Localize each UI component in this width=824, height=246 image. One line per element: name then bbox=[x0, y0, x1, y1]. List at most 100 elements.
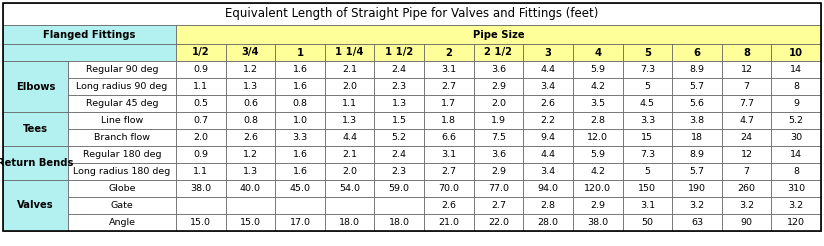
Text: 2: 2 bbox=[446, 47, 452, 58]
Bar bbox=[374, 95, 424, 112]
Text: 5.6: 5.6 bbox=[690, 99, 705, 108]
Bar bbox=[68, 163, 176, 180]
Text: 5.2: 5.2 bbox=[391, 133, 407, 142]
Text: 77.0: 77.0 bbox=[488, 184, 509, 193]
Bar bbox=[474, 197, 523, 214]
Text: 14: 14 bbox=[790, 150, 803, 159]
Text: 2.9: 2.9 bbox=[491, 167, 506, 176]
Text: 2.0: 2.0 bbox=[342, 82, 357, 91]
Text: Regular 45 deg: Regular 45 deg bbox=[86, 99, 158, 108]
Text: Line flow: Line flow bbox=[101, 116, 143, 125]
Bar bbox=[771, 180, 821, 197]
Bar bbox=[325, 163, 374, 180]
Text: 1.3: 1.3 bbox=[391, 99, 407, 108]
Bar bbox=[672, 78, 722, 95]
Text: 18.0: 18.0 bbox=[389, 218, 410, 227]
Text: 1: 1 bbox=[297, 47, 303, 58]
Text: Valves: Valves bbox=[17, 200, 54, 211]
Bar bbox=[771, 163, 821, 180]
Bar bbox=[424, 44, 474, 61]
Text: 7.3: 7.3 bbox=[639, 150, 655, 159]
Bar bbox=[176, 214, 226, 231]
Text: 9: 9 bbox=[794, 99, 799, 108]
Text: 2.2: 2.2 bbox=[541, 116, 555, 125]
Bar bbox=[68, 180, 176, 197]
Bar bbox=[424, 112, 474, 129]
Bar bbox=[474, 129, 523, 146]
Text: 8: 8 bbox=[743, 47, 750, 58]
Text: 0.9: 0.9 bbox=[194, 65, 208, 74]
Bar bbox=[623, 112, 672, 129]
Text: 1.2: 1.2 bbox=[243, 150, 258, 159]
Text: 38.0: 38.0 bbox=[588, 218, 608, 227]
Text: 2.0: 2.0 bbox=[491, 99, 506, 108]
Text: 3.1: 3.1 bbox=[442, 150, 456, 159]
Bar bbox=[573, 163, 623, 180]
Bar bbox=[3, 44, 176, 61]
Bar bbox=[176, 44, 226, 61]
Bar bbox=[68, 197, 176, 214]
Text: Regular 90 deg: Regular 90 deg bbox=[86, 65, 158, 74]
Text: 4.7: 4.7 bbox=[739, 116, 754, 125]
Bar bbox=[275, 146, 325, 163]
Bar bbox=[424, 197, 474, 214]
Text: 4.2: 4.2 bbox=[590, 82, 606, 91]
Bar bbox=[3, 146, 68, 180]
Bar bbox=[374, 44, 424, 61]
Bar bbox=[3, 112, 68, 146]
Bar bbox=[474, 61, 523, 78]
Text: 22.0: 22.0 bbox=[488, 218, 509, 227]
Bar bbox=[771, 112, 821, 129]
Bar bbox=[68, 78, 176, 95]
Bar bbox=[474, 78, 523, 95]
Text: 1.1: 1.1 bbox=[342, 99, 357, 108]
Bar bbox=[474, 163, 523, 180]
Bar bbox=[623, 197, 672, 214]
Text: 3.3: 3.3 bbox=[293, 133, 307, 142]
Text: Flanged Fittings: Flanged Fittings bbox=[44, 30, 136, 40]
Bar bbox=[68, 95, 176, 112]
Bar bbox=[722, 61, 771, 78]
Text: 0.8: 0.8 bbox=[243, 116, 258, 125]
Bar bbox=[275, 163, 325, 180]
Bar bbox=[672, 95, 722, 112]
Text: 10: 10 bbox=[789, 47, 803, 58]
Bar bbox=[3, 3, 821, 25]
Text: 120.0: 120.0 bbox=[584, 184, 611, 193]
Bar bbox=[523, 112, 573, 129]
Bar bbox=[325, 180, 374, 197]
Bar bbox=[226, 112, 275, 129]
Bar bbox=[176, 112, 226, 129]
Text: 5.2: 5.2 bbox=[789, 116, 803, 125]
Bar bbox=[374, 112, 424, 129]
Text: 18: 18 bbox=[691, 133, 703, 142]
Bar bbox=[3, 25, 176, 44]
Bar bbox=[325, 146, 374, 163]
Bar bbox=[325, 214, 374, 231]
Text: 1 1/4: 1 1/4 bbox=[335, 47, 364, 58]
Text: 8.9: 8.9 bbox=[690, 65, 705, 74]
Bar bbox=[226, 180, 275, 197]
Text: 94.0: 94.0 bbox=[537, 184, 559, 193]
Bar bbox=[275, 44, 325, 61]
Text: 2.6: 2.6 bbox=[442, 201, 456, 210]
Text: 2.4: 2.4 bbox=[391, 150, 407, 159]
Text: 1.7: 1.7 bbox=[442, 99, 456, 108]
Bar bbox=[325, 61, 374, 78]
Bar bbox=[722, 146, 771, 163]
Text: 1.5: 1.5 bbox=[391, 116, 407, 125]
Text: 3.1: 3.1 bbox=[442, 65, 456, 74]
Bar bbox=[573, 180, 623, 197]
Text: 5: 5 bbox=[644, 82, 650, 91]
Text: 0.7: 0.7 bbox=[194, 116, 208, 125]
Bar bbox=[474, 112, 523, 129]
Bar bbox=[523, 44, 573, 61]
Bar bbox=[722, 214, 771, 231]
Text: 2.7: 2.7 bbox=[442, 167, 456, 176]
Text: 2.7: 2.7 bbox=[491, 201, 506, 210]
Bar bbox=[771, 214, 821, 231]
Text: 4.4: 4.4 bbox=[541, 150, 555, 159]
Bar bbox=[176, 78, 226, 95]
Text: 2.6: 2.6 bbox=[243, 133, 258, 142]
Text: 15.0: 15.0 bbox=[240, 218, 261, 227]
